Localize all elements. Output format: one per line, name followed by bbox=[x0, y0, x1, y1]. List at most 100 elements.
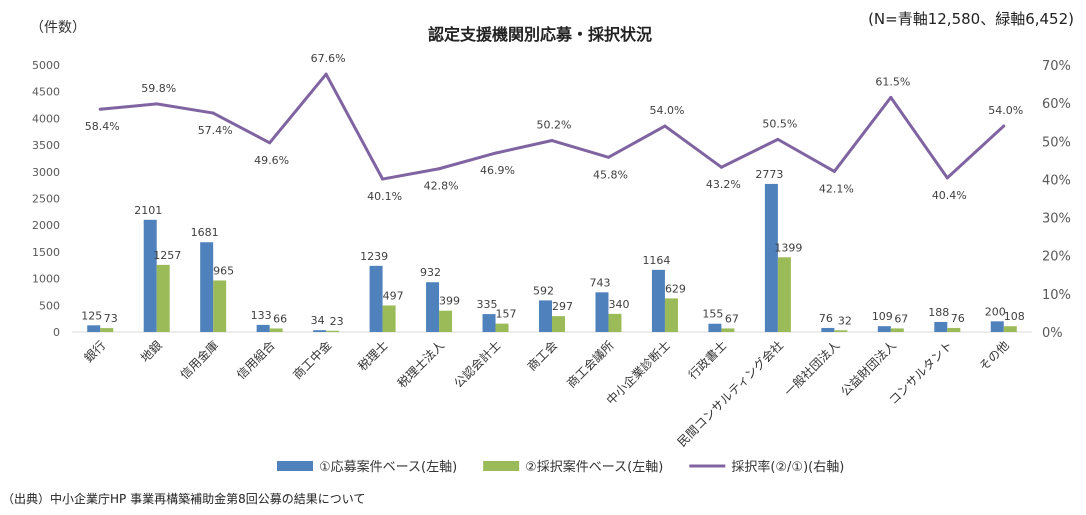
rate-point bbox=[832, 169, 836, 173]
bar-value-label: 76 bbox=[951, 312, 965, 325]
bar bbox=[213, 280, 227, 332]
bar-value-label: 1239 bbox=[360, 250, 388, 263]
bar bbox=[87, 325, 101, 332]
rate-point bbox=[663, 124, 667, 128]
bar-value-label: 66 bbox=[273, 312, 287, 325]
bar-value-label: 32 bbox=[838, 314, 852, 327]
bar-value-label: 629 bbox=[665, 282, 686, 295]
bar bbox=[326, 330, 340, 332]
bar bbox=[552, 316, 565, 332]
rate-point bbox=[437, 167, 441, 171]
bar-value-label: 1681 bbox=[191, 226, 219, 239]
rate-value-label: 58.4% bbox=[85, 120, 120, 133]
y-right-tick-label: 0% bbox=[1042, 326, 1063, 341]
bar bbox=[539, 300, 552, 332]
y-right-tick-label: 30% bbox=[1042, 212, 1071, 227]
rate-value-label: 49.6% bbox=[254, 154, 289, 167]
rate-value-label: 43.2% bbox=[706, 178, 741, 191]
rate-point bbox=[268, 141, 272, 145]
rate-point bbox=[381, 177, 385, 181]
y-right-tick-label: 50% bbox=[1042, 135, 1071, 150]
bar-value-label: 497 bbox=[383, 289, 404, 302]
rate-point bbox=[550, 139, 554, 143]
bar-value-label: 1164 bbox=[642, 254, 670, 267]
bar-value-label: 67 bbox=[725, 312, 739, 325]
bar bbox=[947, 327, 961, 332]
rate-point bbox=[1002, 124, 1006, 128]
bar bbox=[664, 298, 678, 332]
legend-swatch bbox=[483, 461, 520, 471]
bar-value-label: 73 bbox=[104, 312, 118, 325]
rate-point bbox=[776, 137, 780, 141]
bar bbox=[1003, 326, 1017, 332]
bar bbox=[877, 326, 891, 332]
legend-label: 採択率(②/①)(右軸) bbox=[731, 459, 844, 475]
bar-value-label: 34 bbox=[311, 314, 325, 327]
bar-value-label: 965 bbox=[213, 264, 234, 277]
bar bbox=[708, 323, 722, 332]
y-left-tick-label: 2000 bbox=[32, 219, 60, 232]
x-tick-label: 一般社団法人 bbox=[781, 338, 843, 400]
bar bbox=[313, 330, 327, 332]
bar bbox=[834, 330, 848, 332]
bar-value-label: 200 bbox=[985, 305, 1006, 318]
legend-label: ②採択案件ベース(左軸) bbox=[525, 460, 663, 475]
bar bbox=[764, 183, 778, 332]
x-tick-label: 民間コンサルティング会社 bbox=[674, 338, 786, 450]
rate-point bbox=[889, 95, 893, 99]
y-right-tick-label: 60% bbox=[1042, 97, 1071, 112]
rate-value-label: 46.9% bbox=[480, 164, 515, 177]
y-left-tick-label: 1000 bbox=[32, 273, 60, 286]
x-tick-label: 商工中金 bbox=[290, 338, 335, 383]
bar-value-label: 1399 bbox=[774, 241, 802, 254]
bar-value-label: 297 bbox=[552, 300, 573, 313]
bar-value-label: 157 bbox=[496, 308, 517, 321]
y-right-tick-label: 10% bbox=[1042, 288, 1071, 303]
y-left-tick-label: 3500 bbox=[32, 139, 60, 152]
rate-value-label: 50.5% bbox=[762, 117, 797, 130]
bar bbox=[495, 323, 509, 332]
y-left-tick-label: 4000 bbox=[32, 112, 60, 125]
y-left-tick-label: 2500 bbox=[32, 193, 60, 206]
x-tick-label: 公益財団法人 bbox=[837, 338, 899, 400]
bar bbox=[990, 321, 1004, 332]
rate-point bbox=[324, 72, 328, 76]
bar-value-label: 23 bbox=[330, 315, 344, 328]
bar bbox=[369, 265, 383, 332]
bar-value-label: 109 bbox=[872, 310, 893, 323]
x-tick-label: 公認会計士 bbox=[451, 338, 504, 391]
bar-value-label: 125 bbox=[81, 309, 102, 322]
rate-value-label: 40.1% bbox=[367, 190, 402, 203]
bar-value-label: 932 bbox=[420, 266, 441, 279]
y-left-tick-label: 0 bbox=[53, 326, 60, 339]
bar bbox=[426, 282, 440, 332]
bar bbox=[651, 269, 665, 332]
bar bbox=[934, 321, 948, 332]
bar-value-label: 2773 bbox=[755, 168, 783, 181]
y-left-tick-label: 4500 bbox=[32, 86, 60, 99]
bar-value-label: 67 bbox=[894, 312, 908, 325]
y-left-tick-label: 3000 bbox=[32, 166, 60, 179]
rate-point bbox=[945, 176, 949, 180]
y-right-tick-label: 40% bbox=[1042, 173, 1071, 188]
bar bbox=[608, 313, 622, 332]
bar-value-label: 108 bbox=[1004, 310, 1025, 323]
bar bbox=[143, 219, 157, 332]
rate-point bbox=[155, 102, 159, 106]
bar bbox=[721, 328, 735, 332]
bar bbox=[382, 305, 396, 332]
rate-value-label: 42.1% bbox=[819, 182, 854, 195]
bar bbox=[256, 324, 270, 332]
bar-value-label: 335 bbox=[477, 298, 498, 311]
rate-value-label: 45.8% bbox=[593, 168, 628, 181]
y-left-tick-label: 500 bbox=[39, 299, 60, 312]
rate-point bbox=[211, 111, 215, 115]
bar-value-label: 155 bbox=[702, 308, 723, 321]
bar bbox=[482, 314, 496, 332]
bar bbox=[269, 328, 283, 332]
bar bbox=[200, 242, 214, 332]
y-right-tick-label: 20% bbox=[1042, 250, 1071, 265]
x-tick-label: 税理士 bbox=[355, 338, 390, 373]
bar bbox=[821, 327, 835, 332]
rate-value-label: 57.4% bbox=[198, 124, 233, 137]
